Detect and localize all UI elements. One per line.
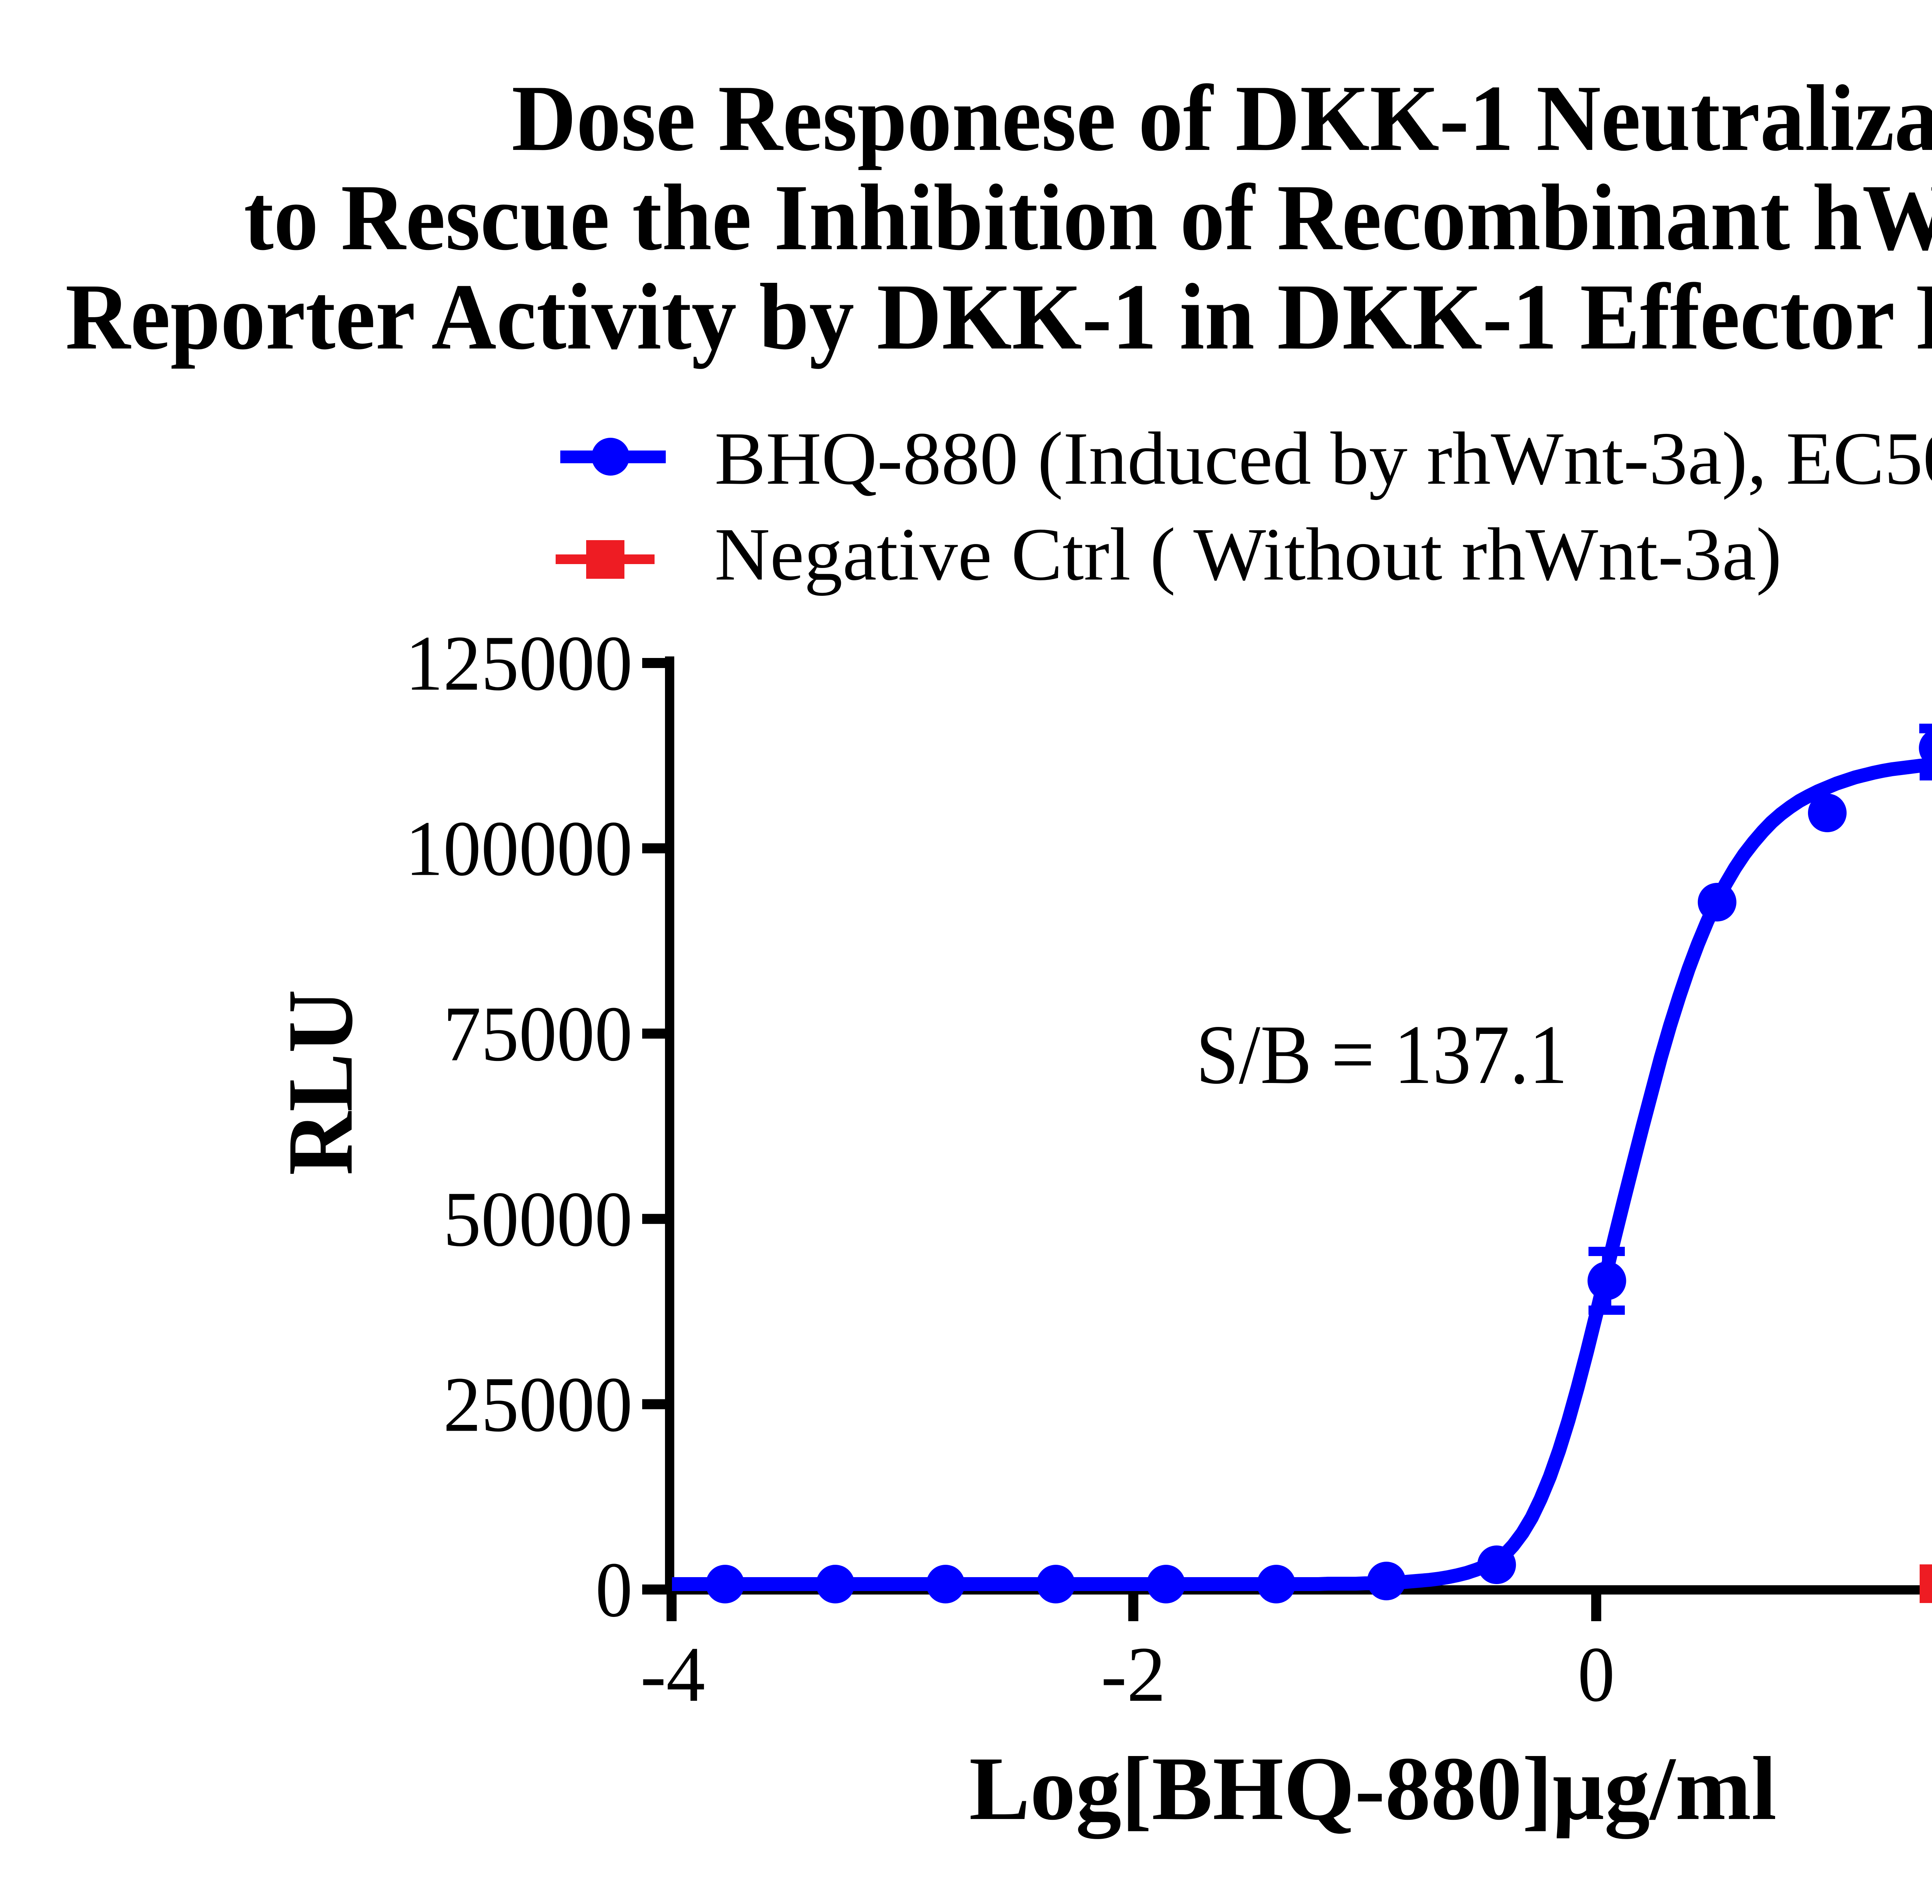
svg-text:100000: 100000 <box>405 805 633 892</box>
svg-text:to Rescue the Inhibition of Re: to Rescue the Inhibition of Recombinant … <box>244 165 1932 270</box>
svg-text:75000: 75000 <box>443 990 633 1078</box>
svg-text:-2: -2 <box>1101 1631 1166 1718</box>
svg-text:S/B = 137.1: S/B = 137.1 <box>1196 1008 1568 1102</box>
svg-text:BHQ-880 (Induced by rhWnt-3a),: BHQ-880 (Induced by rhWnt-3a), EC50 = 1.… <box>714 417 1932 500</box>
svg-text:RLU: RLU <box>269 989 372 1175</box>
svg-text:Negative Ctrl ( Without rhWnt-: Negative Ctrl ( Without rhWnt-3a) <box>714 513 1782 596</box>
svg-text:Reporter Activity by DKK-1 in: Reporter Activity by DKK-1 in DKK-1 Effe… <box>65 264 1932 369</box>
svg-text:Dose Responese of DKK-1 Neutra: Dose Responese of DKK-1 Neutralization A… <box>512 66 1932 170</box>
svg-text:0: 0 <box>595 1546 633 1634</box>
svg-text:50000: 50000 <box>443 1176 633 1263</box>
svg-text:Log[BHQ-880]μg/ml: Log[BHQ-880]μg/ml <box>969 1738 1777 1839</box>
svg-text:0: 0 <box>1578 1631 1615 1718</box>
svg-text:125000: 125000 <box>405 620 633 707</box>
svg-text:-4: -4 <box>640 1631 705 1718</box>
svg-text:25000: 25000 <box>443 1361 633 1448</box>
